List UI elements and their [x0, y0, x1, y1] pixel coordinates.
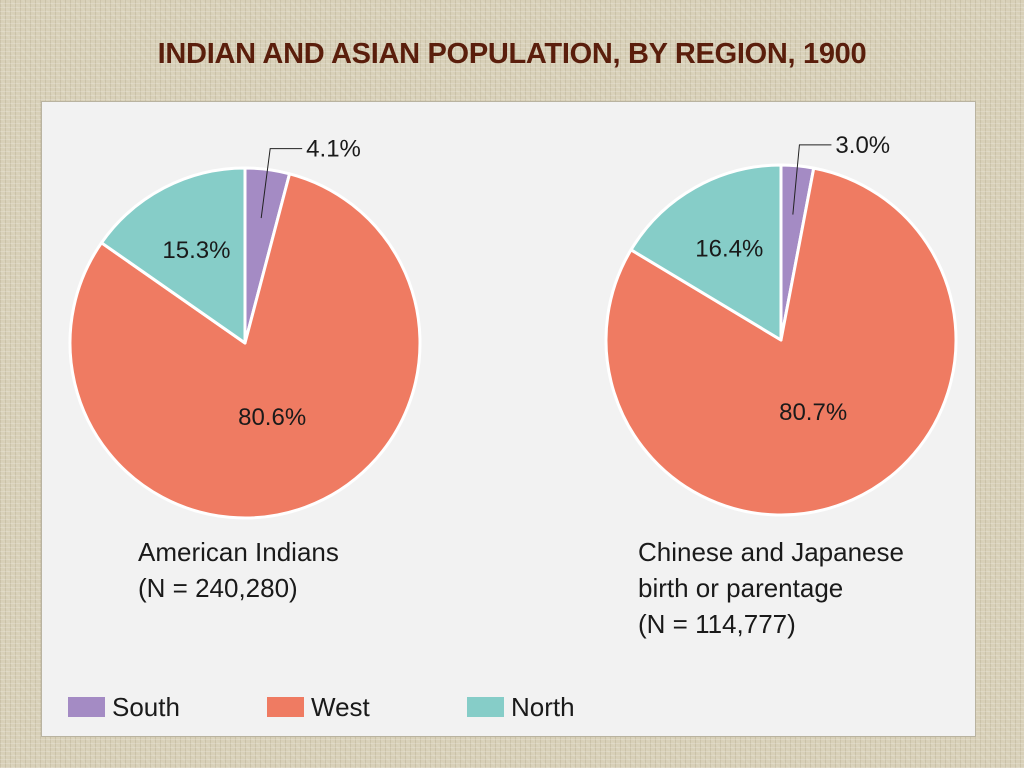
pie1-label-west: 80.6%	[238, 404, 306, 431]
legend-label-west: West	[311, 692, 371, 722]
chart-panel: 4.1% 80.6% 15.3% American Indians (N = 240,2…	[41, 101, 976, 737]
legend-label-north: North	[511, 692, 575, 722]
pie2-label-south: 3.0%	[835, 132, 890, 159]
legend-swatch-south	[68, 697, 105, 717]
legend-swatch-west	[267, 697, 304, 717]
pie1-slice-west	[68, 172, 422, 520]
legend-label-south: South	[112, 692, 180, 722]
legend-swatch-north	[467, 697, 504, 717]
pie1-slice-north	[100, 166, 247, 345]
pie2-label-north: 16.4%	[695, 236, 763, 263]
pie2-caption-n: (N = 114,777)	[638, 609, 796, 639]
pie2-slice-north	[629, 163, 783, 342]
pie1-caption-n: (N = 240,280)	[138, 573, 298, 603]
pie1-label-north: 15.3%	[162, 237, 230, 264]
pie2-label-west: 80.7%	[779, 399, 847, 426]
pie-charts-svg: 4.1% 80.6% 15.3% American Indians (N = 240,2…	[68, 132, 958, 722]
pie1-label-south: 4.1%	[306, 136, 361, 163]
pie1-caption-title: American Indians	[138, 537, 339, 567]
pie2-leader-line	[792, 144, 832, 215]
pie1-leader-line	[260, 148, 303, 219]
pie2-caption-title: birth or parentage	[638, 573, 843, 603]
chart-title: INDIAN AND ASIAN POPULATION, BY REGION, …	[157, 38, 867, 70]
pie2-slice-west	[604, 166, 958, 517]
pie2-caption-title: Chinese and Japanese	[638, 537, 904, 567]
